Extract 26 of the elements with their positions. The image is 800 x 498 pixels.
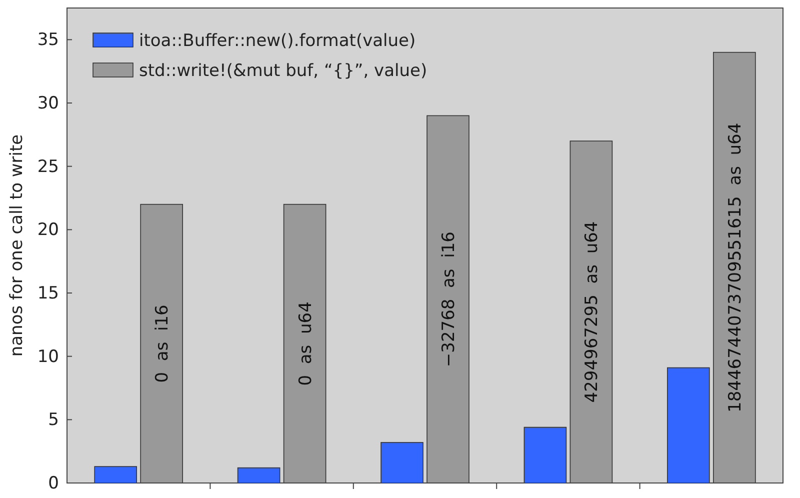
bar [524,426,567,484]
bar [713,52,756,484]
y-tick-label: 10 [37,346,59,367]
y-tick-label: 20 [37,220,59,240]
bar [237,467,280,484]
legend-label: std::write!(&mut buf, “{}”, value) [139,61,428,81]
bar [667,367,710,484]
y-tick-label: 15 [37,283,59,304]
x-tick-label: 4294967295 as u64 [582,221,602,403]
x-tick-label: 18446744073709551615 as u64 [725,122,746,412]
bar [426,115,470,484]
bar [380,442,424,484]
x-tick-label: 0 as u64 [296,302,316,386]
bar [283,204,326,484]
x-tick-label: 0 as i16 [152,304,173,383]
y-axis-title: nanos for one call to write [7,134,27,357]
x-tick-label: −32768 as i16 [439,232,459,368]
y-tick-label: 0 [48,473,59,494]
bar [140,204,183,484]
bar [570,140,613,484]
y-tick-label: 5 [48,410,59,430]
y-tick-label: 25 [37,156,59,177]
bar [94,466,137,484]
legend-label: itoa::Buffer::new().format(value) [139,31,416,51]
y-tick-label: 30 [37,93,59,114]
y-tick-label: 35 [37,30,59,50]
